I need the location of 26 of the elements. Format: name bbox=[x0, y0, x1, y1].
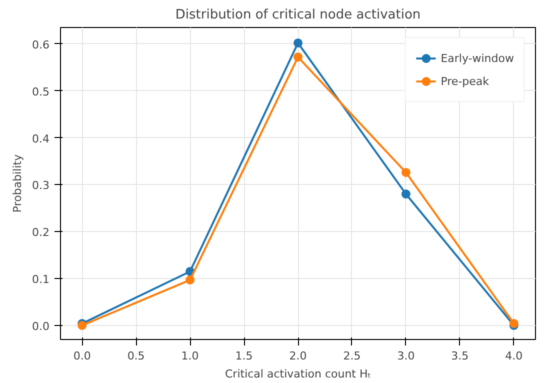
point bbox=[401, 168, 410, 177]
point bbox=[294, 38, 302, 48]
y-tick-label: 0.0 bbox=[32, 320, 50, 333]
x-tick-label: 2.5 bbox=[343, 350, 361, 362]
x-tick-label: 3.5 bbox=[451, 350, 469, 362]
point bbox=[186, 275, 195, 284]
x-tick-label: 3.0 bbox=[397, 350, 415, 362]
point bbox=[294, 52, 302, 62]
x-tick-label: 4.0 bbox=[505, 350, 523, 362]
y-tick-label: 0.1 bbox=[32, 273, 50, 286]
y-tick-label: 0.3 bbox=[32, 179, 50, 192]
chart-title: Distribution of critical node activation bbox=[175, 8, 421, 22]
x-tick-label: 1.0 bbox=[181, 350, 199, 362]
x-tick-label: 2.0 bbox=[289, 350, 307, 362]
y-tick-label: 0.4 bbox=[32, 132, 50, 146]
legend-label: Pre-peak bbox=[440, 74, 490, 88]
legend-label: Early-window bbox=[440, 52, 514, 64]
x-tick-label: 0.0 bbox=[73, 350, 91, 362]
x-axis-title: Critical activation count Hₜ bbox=[225, 368, 372, 380]
y-axis-title: Probability bbox=[11, 154, 24, 213]
y-tick-label: 0.5 bbox=[32, 85, 50, 98]
point bbox=[401, 190, 410, 199]
x-tick-label: 0.5 bbox=[127, 350, 145, 362]
x-tick-label: 1.5 bbox=[235, 350, 253, 362]
y-tick-label: 0.6 bbox=[32, 38, 50, 52]
y-tick-label: 0.2 bbox=[32, 226, 50, 240]
